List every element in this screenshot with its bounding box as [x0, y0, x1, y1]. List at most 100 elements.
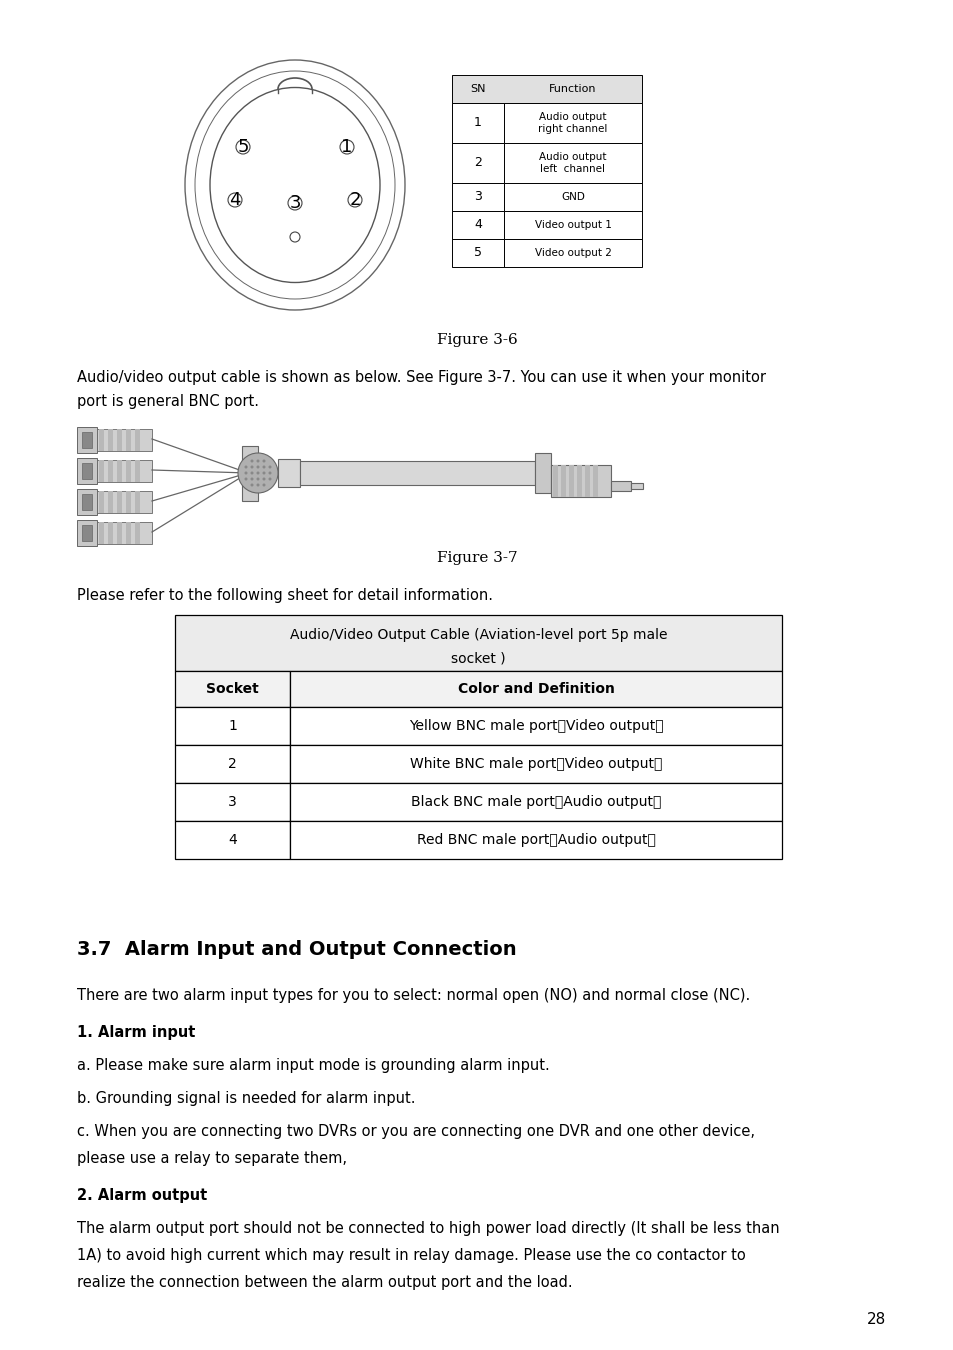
Text: Red BNC male port（Audio output）: Red BNC male port（Audio output） — [416, 833, 655, 846]
Text: Audio output
left  channel: Audio output left channel — [538, 151, 606, 174]
Bar — [99, 429, 104, 451]
Bar — [503, 103, 641, 143]
Bar — [452, 143, 503, 184]
Bar — [135, 491, 140, 513]
Text: 4: 4 — [474, 219, 481, 231]
Text: There are two alarm input types for you to select: normal open (NO) and normal c: There are two alarm input types for you … — [77, 988, 749, 1003]
Text: Video output 1: Video output 1 — [534, 220, 611, 230]
Text: Black BNC male port（Audio output）: Black BNC male port（Audio output） — [411, 795, 660, 809]
Text: 2: 2 — [474, 157, 481, 170]
Text: Yellow BNC male port（Video output）: Yellow BNC male port（Video output） — [408, 720, 662, 733]
Bar — [568, 464, 574, 497]
Circle shape — [262, 466, 265, 468]
Bar — [126, 429, 131, 451]
Text: 1: 1 — [474, 116, 481, 130]
Bar — [82, 525, 91, 541]
Bar — [82, 432, 91, 448]
Bar — [452, 184, 503, 211]
Bar — [97, 460, 152, 482]
Text: 2: 2 — [349, 190, 360, 209]
Bar — [290, 783, 781, 821]
Circle shape — [235, 140, 250, 154]
Circle shape — [290, 232, 299, 242]
Circle shape — [251, 471, 253, 474]
Bar — [551, 464, 610, 497]
Bar — [610, 481, 630, 491]
Text: The alarm output port should not be connected to high power load directly (It sh: The alarm output port should not be conn… — [77, 1220, 779, 1237]
Bar — [97, 491, 152, 513]
Text: 3: 3 — [474, 190, 481, 204]
Circle shape — [251, 483, 253, 486]
Bar — [135, 522, 140, 544]
Bar — [117, 429, 122, 451]
Circle shape — [262, 483, 265, 486]
Bar — [99, 491, 104, 513]
Bar — [99, 522, 104, 544]
Bar — [577, 464, 581, 497]
Bar — [126, 491, 131, 513]
Text: port is general BNC port.: port is general BNC port. — [77, 394, 258, 409]
Text: 3: 3 — [228, 795, 236, 809]
Text: Figure 3-7: Figure 3-7 — [436, 551, 517, 566]
Text: Color and Definition: Color and Definition — [457, 682, 614, 697]
Bar — [452, 239, 503, 267]
Circle shape — [262, 459, 265, 463]
Bar — [108, 460, 112, 482]
Text: a. Please make sure alarm input mode is grounding alarm input.: a. Please make sure alarm input mode is … — [77, 1058, 549, 1073]
Text: Figure 3-6: Figure 3-6 — [436, 333, 517, 347]
Circle shape — [348, 193, 361, 207]
Text: 5: 5 — [474, 247, 481, 259]
Circle shape — [256, 466, 259, 468]
Circle shape — [268, 471, 272, 474]
Bar — [503, 239, 641, 267]
Text: 4: 4 — [229, 190, 240, 209]
Text: 1: 1 — [341, 138, 353, 157]
Text: socket ): socket ) — [451, 651, 505, 666]
Text: SN: SN — [470, 84, 485, 95]
Bar — [174, 707, 290, 745]
Circle shape — [256, 471, 259, 474]
Bar — [97, 429, 152, 451]
Circle shape — [244, 466, 247, 468]
Bar — [174, 783, 290, 821]
Circle shape — [262, 471, 265, 474]
Bar — [452, 211, 503, 239]
Circle shape — [251, 459, 253, 463]
Bar — [290, 745, 781, 783]
Bar — [117, 522, 122, 544]
Circle shape — [256, 478, 259, 481]
Text: please use a relay to separate them,: please use a relay to separate them, — [77, 1152, 347, 1166]
Circle shape — [244, 478, 247, 481]
Bar — [503, 143, 641, 184]
Text: 3.7  Alarm Input and Output Connection: 3.7 Alarm Input and Output Connection — [77, 940, 517, 958]
Circle shape — [268, 478, 272, 481]
Text: 4: 4 — [228, 833, 236, 846]
Bar — [560, 464, 565, 497]
Circle shape — [256, 483, 259, 486]
Circle shape — [256, 459, 259, 463]
Text: 3: 3 — [289, 194, 300, 212]
Bar — [452, 76, 641, 103]
Bar — [82, 463, 91, 479]
Circle shape — [237, 454, 277, 493]
Bar — [593, 464, 598, 497]
Bar — [174, 745, 290, 783]
Circle shape — [268, 466, 272, 468]
Text: Socket: Socket — [206, 682, 258, 697]
Text: 28: 28 — [866, 1312, 885, 1327]
Bar — [108, 491, 112, 513]
Bar — [135, 460, 140, 482]
Bar — [126, 522, 131, 544]
Text: 2: 2 — [228, 757, 236, 771]
Bar — [82, 494, 91, 510]
Text: Audio/Video Output Cable (Aviation-level port 5p male: Audio/Video Output Cable (Aviation-level… — [290, 628, 666, 643]
Bar — [242, 446, 257, 501]
Text: Function: Function — [549, 84, 597, 95]
Text: Video output 2: Video output 2 — [534, 248, 611, 258]
Circle shape — [244, 471, 247, 474]
Bar — [452, 103, 503, 143]
Bar — [174, 821, 290, 859]
Bar — [174, 616, 781, 671]
Bar — [126, 460, 131, 482]
Bar — [630, 483, 642, 489]
